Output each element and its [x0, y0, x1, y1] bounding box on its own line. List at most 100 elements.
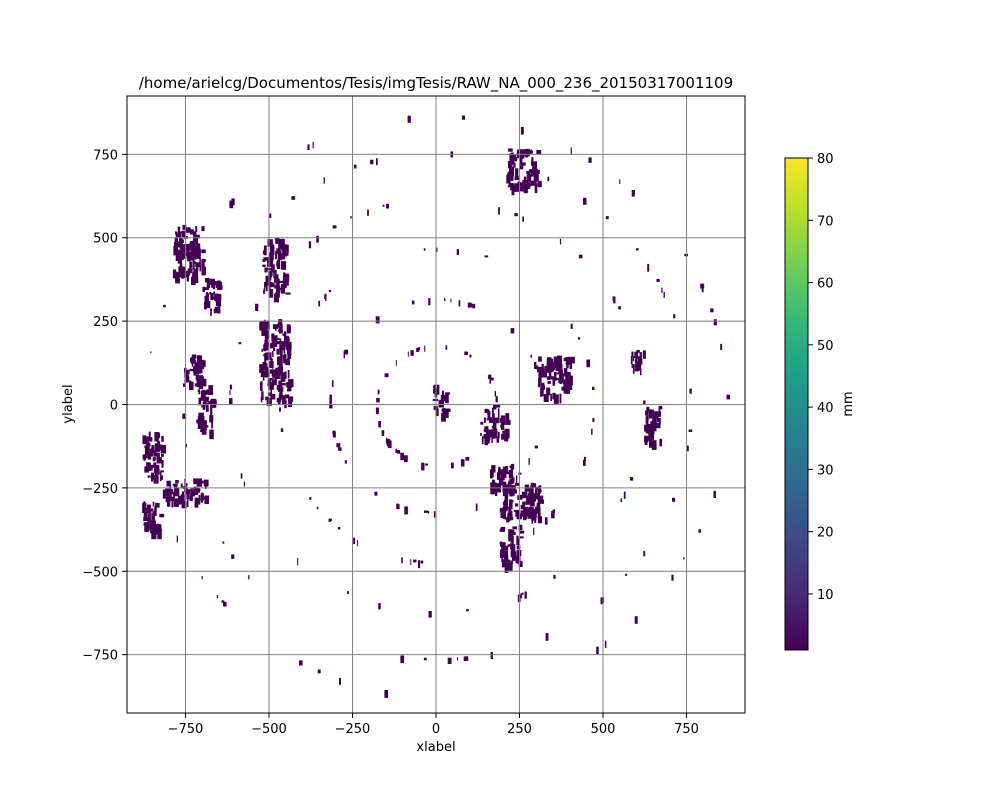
- echo-cell: [435, 408, 439, 417]
- echo-cell: [642, 350, 646, 359]
- echo-cell: [636, 349, 640, 353]
- y-tick-label: 750: [93, 148, 118, 163]
- echo-cell: [353, 164, 357, 169]
- echo-cell: [509, 478, 514, 484]
- echo-cell: [268, 285, 271, 292]
- echo-cell: [182, 224, 187, 230]
- echo-cell: [174, 237, 178, 246]
- echo-cell: [223, 601, 227, 607]
- echo-cell: [284, 331, 287, 338]
- echo-region: [536, 355, 575, 404]
- echo-cell: [277, 366, 283, 375]
- echo-cell: [533, 173, 539, 182]
- colorbar-tick-label: 80: [817, 152, 834, 167]
- echo-cell: [200, 360, 206, 367]
- echo-cell: [417, 560, 421, 569]
- echo-cell: [550, 393, 552, 401]
- echo-cell: [338, 447, 342, 451]
- echo-cell: [214, 293, 219, 301]
- echo-cell: [277, 323, 283, 328]
- echo-cell: [637, 358, 641, 362]
- echo-cell: [523, 176, 527, 187]
- echo-cell: [566, 372, 571, 378]
- echo-cell: [281, 383, 286, 386]
- echo-cell: [142, 435, 147, 445]
- echo-cell: [201, 405, 205, 408]
- echo-cell: [206, 406, 209, 412]
- echo-cell: [275, 327, 277, 331]
- echo-cell: [525, 500, 532, 505]
- echo-cell: [317, 669, 321, 674]
- echo-cell: [328, 518, 332, 521]
- echo-cell: [506, 174, 511, 184]
- echo-cell: [484, 433, 487, 439]
- echo-cell: [267, 239, 273, 247]
- echo-cell: [174, 241, 178, 251]
- echo-cell: [511, 186, 515, 196]
- echo-cell: [171, 498, 174, 508]
- echo-cell: [490, 469, 493, 479]
- echo-cell: [577, 337, 581, 340]
- echo-cell: [456, 249, 459, 255]
- echo-cell: [504, 432, 509, 439]
- echo-cell: [530, 354, 532, 358]
- echo-cell: [514, 213, 518, 217]
- echo-cell: [201, 576, 203, 580]
- echo-cell: [210, 308, 212, 316]
- echo-cell: [516, 535, 519, 545]
- colorbar-ticks: 10 20 30 40 50 60 70 80: [808, 152, 834, 603]
- echo-cell: [187, 268, 193, 274]
- echo-cell: [490, 429, 492, 432]
- echo-cell: [537, 183, 542, 188]
- echo-cell: [152, 465, 157, 468]
- echo-cell: [307, 144, 310, 150]
- echo-cell: [152, 519, 155, 527]
- echo-cell: [530, 172, 536, 177]
- echo-cell: [213, 308, 219, 314]
- echo-cell: [522, 180, 525, 184]
- echo-cell: [211, 420, 213, 429]
- echo-cell: [570, 323, 573, 329]
- echo-cell: [505, 413, 510, 423]
- echo-cell: [713, 319, 717, 326]
- echo-cell: [286, 324, 291, 334]
- echo-cell: [299, 660, 303, 666]
- echo-cell: [261, 327, 265, 336]
- echo-cell: [262, 264, 266, 267]
- echo-cell: [202, 378, 207, 387]
- echo-cell: [534, 361, 537, 369]
- echo-cell: [272, 380, 277, 383]
- echo-cell: [538, 180, 542, 186]
- echo-cell: [283, 335, 289, 345]
- echo-cell: [508, 148, 513, 152]
- echo-cell: [445, 392, 451, 395]
- echo-cell: [499, 541, 503, 547]
- echo-cell: [536, 150, 542, 155]
- echo-cell: [275, 250, 277, 260]
- echo-cell: [201, 266, 206, 276]
- echo-cell: [191, 276, 196, 285]
- echo-cell: [162, 489, 166, 499]
- echo-cell: [217, 303, 221, 314]
- echo-cell: [269, 253, 273, 260]
- echo-cell: [507, 484, 514, 488]
- echo-cell: [531, 157, 534, 165]
- echo-cell: [488, 374, 492, 379]
- echo-cell: [495, 396, 498, 401]
- echo-cell: [713, 490, 716, 498]
- echo-cell: [656, 278, 660, 282]
- echo-cell: [591, 428, 593, 435]
- echo-cell: [654, 411, 659, 419]
- echo-cell: [278, 394, 283, 400]
- echo-cell: [356, 539, 358, 547]
- echo-cell: [432, 398, 438, 402]
- echo-cell: [187, 258, 191, 262]
- echo-cell: [534, 161, 537, 170]
- echo-cell: [495, 487, 498, 496]
- echo-cell: [505, 419, 511, 425]
- echo-cell: [528, 149, 533, 154]
- echo-cell: [185, 443, 187, 448]
- echo-cell: [287, 388, 292, 392]
- echo-cell: [285, 358, 290, 361]
- echo-cell: [175, 276, 180, 284]
